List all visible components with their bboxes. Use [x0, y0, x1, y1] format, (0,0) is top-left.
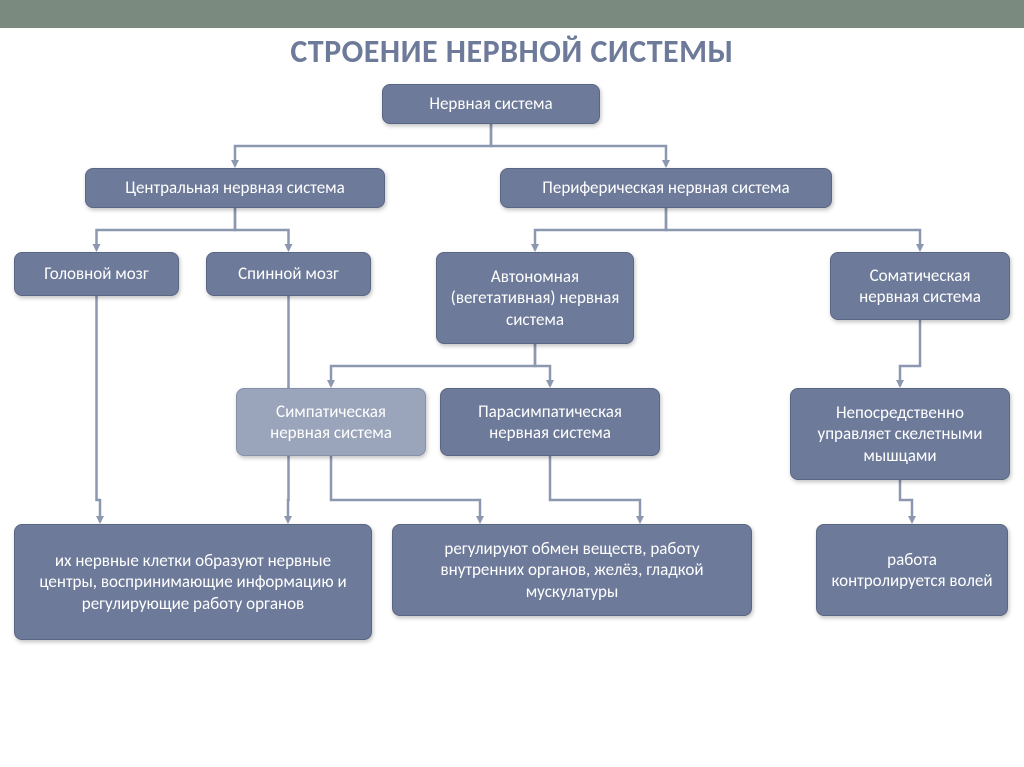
node-parasymp: Парасимпатическая нервная система — [440, 388, 660, 456]
edge-pns-somatic — [666, 208, 920, 250]
edge-root-pns — [491, 124, 666, 166]
node-autonomic: Автономная (вегетативная) нервная систем… — [436, 252, 634, 344]
node-cns: Центральная нервная система — [85, 168, 385, 208]
edge-somatic-somatic_d — [900, 320, 920, 386]
edge-pns-autonomic — [535, 208, 666, 250]
node-somatic: Соматическая нервная система — [830, 252, 1010, 320]
node-auto_desc: регулируют обмен веществ, работу внутрен… — [392, 524, 752, 616]
node-spinal: Спинной мозг — [206, 252, 371, 296]
edge-autonomic-parasymp — [535, 344, 550, 386]
edge-somatic_d-som_desc — [900, 480, 912, 522]
diagram-canvas: Нервная система Центральная нервная систе… — [0, 80, 1024, 767]
node-cns_desc: их нервные клетки образуют нервные центр… — [14, 524, 372, 640]
edge-brain-cns_desc — [97, 296, 101, 522]
edge-cns-brain — [97, 208, 236, 250]
edge-autonomic-symp — [331, 344, 535, 386]
node-pns: Периферическая нервная система — [500, 168, 832, 208]
node-brain: Головной мозг — [14, 252, 179, 296]
edge-root-cns — [235, 124, 491, 166]
node-symp: Симпатическая нервная система — [236, 388, 426, 456]
edge-cns-spinal — [235, 208, 289, 250]
node-som_desc: работа контролируется волей — [816, 524, 1008, 616]
edge-symp-auto_desc — [331, 456, 480, 522]
node-root: Нервная система — [382, 84, 600, 124]
page-title: СТРОЕНИЕ НЕРВНОЙ СИСТЕМЫ — [0, 32, 1024, 71]
edge-parasymp-auto_desc — [550, 456, 640, 522]
top-bar — [0, 0, 1024, 28]
node-somatic_d: Непосредственно управляет скелетными мыш… — [790, 388, 1010, 480]
